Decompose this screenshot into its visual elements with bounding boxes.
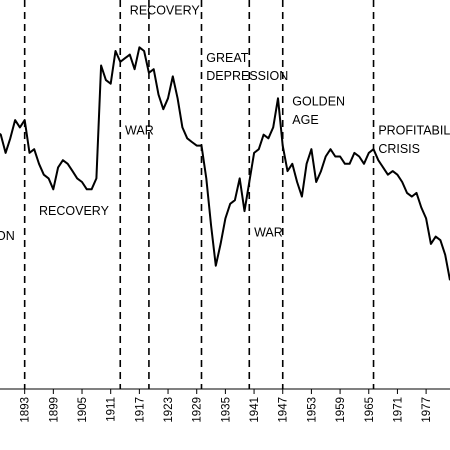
x-tick-label: 1905 [77, 397, 89, 423]
x-tick-label: 1929 [192, 397, 204, 423]
annotation-4: GREAT [206, 51, 248, 65]
x-tick-label: 1941 [249, 397, 261, 423]
x-tick-label: 1965 [364, 397, 376, 423]
x-tick-label: 1977 [421, 397, 433, 423]
x-tick-label: 1959 [335, 397, 347, 423]
x-tick-label: 1935 [220, 397, 232, 423]
annotation-6: WAR [254, 226, 283, 240]
annotation-1: RECOVERY [39, 204, 110, 218]
x-tick-label: 1923 [163, 397, 175, 423]
x-axis-ticks: 1887 1893 1899 1905 1911 1917 1923 1929 1935 1941… [0, 389, 433, 423]
series-line-0 [0, 46, 450, 281]
phase-dividers [23, 0, 375, 389]
annotation-0: ON [0, 229, 15, 243]
plot-area [0, 46, 450, 281]
x-tick-label: 1887 [0, 397, 3, 423]
x-tick-label: 1911 [106, 397, 118, 422]
annotation-9: PROFITABIL [378, 124, 450, 138]
x-tick-label: 1953 [306, 397, 318, 423]
annotation-3: WAR [125, 124, 154, 138]
annotations: ON RECOVERY RECOVERY WAR GREAT DEPRESSION WAR G… [0, 4, 450, 244]
annotation-7: GOLDEN [292, 95, 345, 109]
annotation-2: RECOVERY [130, 4, 201, 18]
annotation-8: AGE [292, 113, 318, 127]
x-tick-label: 1917 [134, 397, 146, 423]
x-tick-label: 1947 [278, 397, 290, 423]
x-tick-label: 1893 [20, 397, 32, 423]
x-tick-label: 1971 [392, 397, 404, 423]
annotation-5: DEPRESSION [206, 69, 288, 83]
x-tick-label: 1899 [48, 397, 60, 423]
annotation-10: CRISIS [378, 142, 420, 156]
